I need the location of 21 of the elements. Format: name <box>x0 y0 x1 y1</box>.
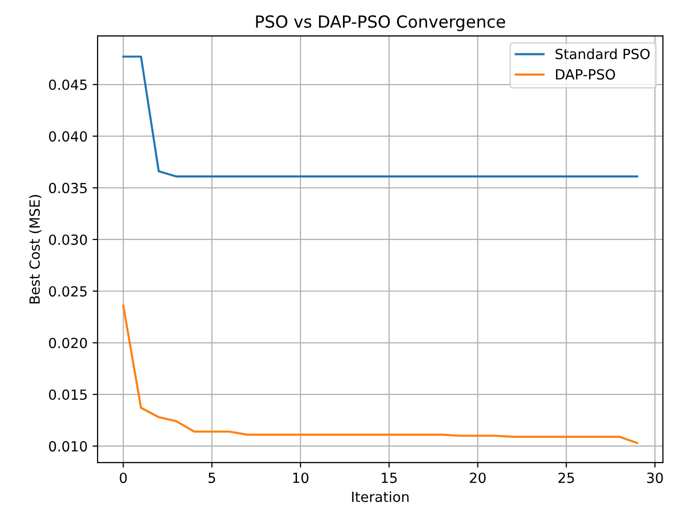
y-axis-title: Best Cost (MSE) <box>29 195 42 304</box>
line-series <box>122 304 638 444</box>
x-tick-label: 5 <box>208 472 216 484</box>
y-tick-label: 0.020 <box>49 338 87 348</box>
x-tick-label: 0 <box>120 472 127 484</box>
chart-title: PSO vs DAP-PSO Convergence <box>256 15 506 32</box>
legend-label: DAP-PSO <box>556 69 616 80</box>
x-tick-label: 10 <box>293 472 308 484</box>
y-tick-label: 0.010 <box>49 441 87 452</box>
legend-label: Standard PSO <box>556 48 650 60</box>
x-tick-label: 30 <box>647 472 663 484</box>
y-tick-label: 0.045 <box>49 80 87 90</box>
y-tick-label: 0.025 <box>49 286 87 297</box>
y-tick-label: 0.015 <box>49 389 87 400</box>
x-tick-label: 25 <box>558 472 574 484</box>
x-tick-label: 15 <box>382 472 397 484</box>
y-tick-label: 0.030 <box>49 234 87 245</box>
y-tick-label: 0.040 <box>49 131 87 142</box>
x-tick-label: 20 <box>470 472 486 484</box>
y-tick-label: 0.035 <box>49 182 87 194</box>
x-axis-title: Iteration <box>352 491 409 502</box>
